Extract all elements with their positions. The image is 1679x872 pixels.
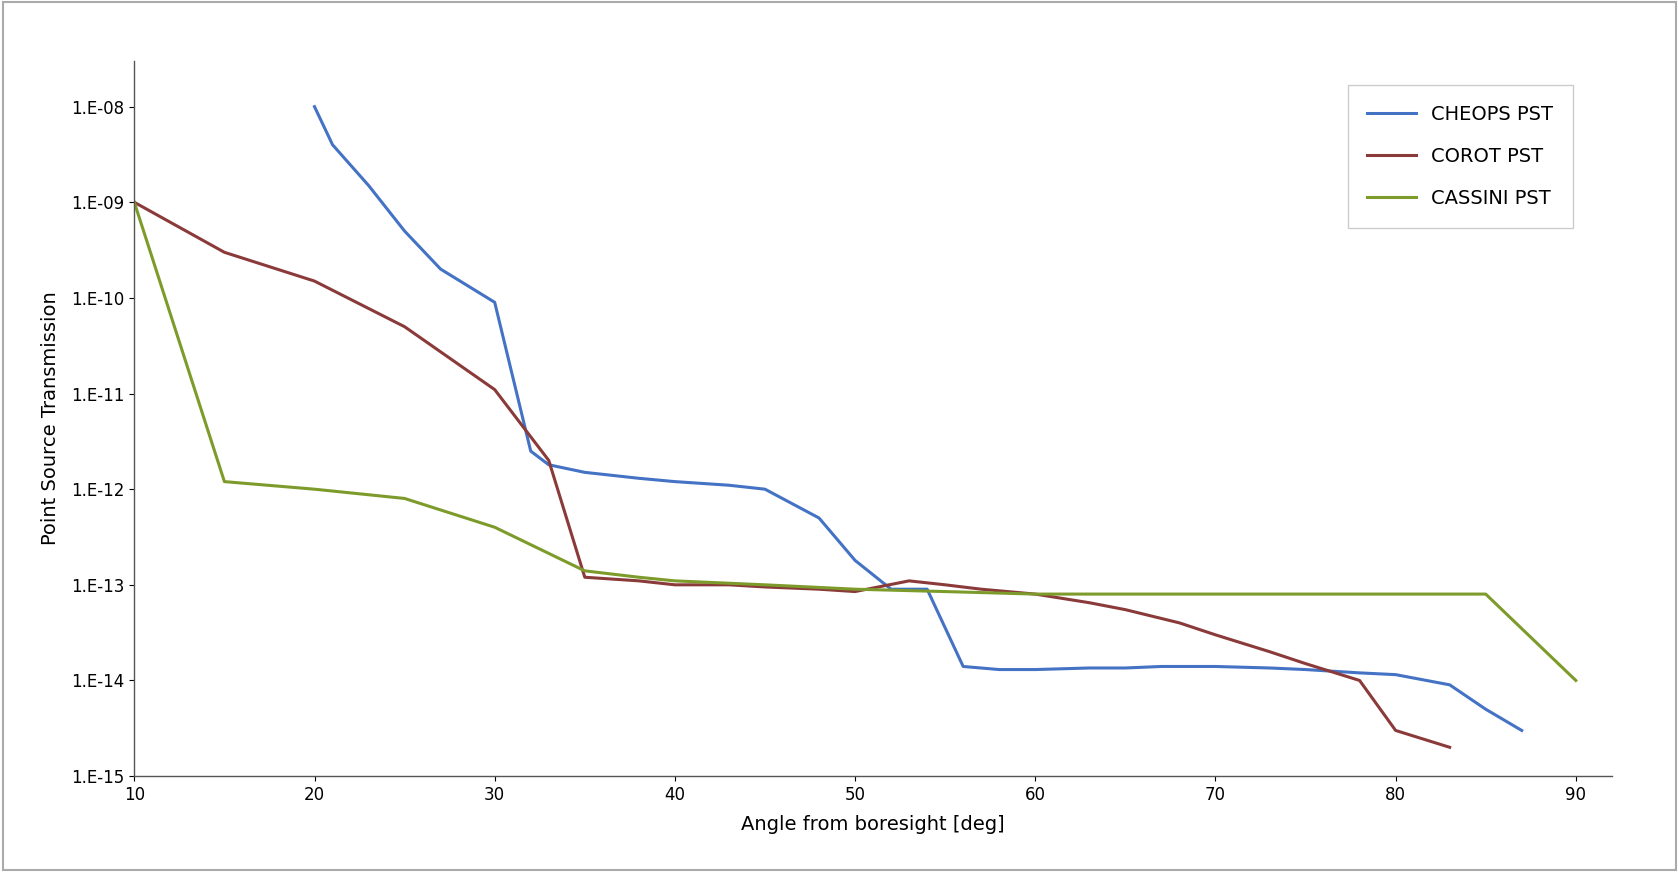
- CHEOPS PST: [881, 584, 902, 595]
- COROT PST: [1169, 617, 1189, 628]
- CHEOPS PST: [628, 473, 648, 484]
- COROT PST: [1259, 646, 1279, 657]
- CHEOPS PST: [430, 264, 450, 275]
- CHEOPS PST: [1476, 704, 1496, 714]
- COROT PST: [1350, 675, 1370, 685]
- CASSINI PST: [935, 586, 955, 596]
- CHEOPS PST: [1385, 670, 1405, 680]
- CHEOPS PST: [809, 513, 829, 523]
- CHEOPS PST: [1439, 679, 1459, 690]
- Line: CASSINI PST: CASSINI PST: [134, 202, 1577, 680]
- COROT PST: [1439, 742, 1459, 753]
- COROT PST: [395, 322, 415, 332]
- CHEOPS PST: [395, 226, 415, 236]
- COROT PST: [215, 247, 235, 257]
- COROT PST: [574, 572, 594, 582]
- CASSINI PST: [845, 584, 865, 595]
- CHEOPS PST: [954, 661, 974, 671]
- Y-axis label: Point Source Transmission: Point Source Transmission: [40, 292, 60, 545]
- CASSINI PST: [1385, 589, 1405, 599]
- CHEOPS PST: [756, 484, 776, 494]
- CHEOPS PST: [1296, 664, 1316, 675]
- CHEOPS PST: [539, 460, 559, 470]
- CASSINI PST: [124, 197, 144, 208]
- COROT PST: [898, 576, 918, 586]
- Line: COROT PST: COROT PST: [134, 202, 1449, 747]
- CHEOPS PST: [304, 101, 324, 112]
- CASSINI PST: [756, 580, 776, 590]
- COROT PST: [665, 580, 685, 590]
- COROT PST: [485, 385, 505, 395]
- CASSINI PST: [1476, 589, 1496, 599]
- COROT PST: [719, 580, 739, 590]
- COROT PST: [935, 580, 955, 590]
- CHEOPS PST: [1152, 661, 1172, 671]
- COROT PST: [845, 586, 865, 596]
- CASSINI PST: [1026, 589, 1046, 599]
- CHEOPS PST: [1026, 664, 1046, 675]
- CASSINI PST: [665, 576, 685, 586]
- Line: CHEOPS PST: CHEOPS PST: [314, 106, 1521, 731]
- COROT PST: [124, 197, 144, 208]
- CASSINI PST: [395, 494, 415, 504]
- CASSINI PST: [1115, 589, 1135, 599]
- COROT PST: [756, 582, 776, 592]
- CHEOPS PST: [1080, 663, 1100, 673]
- COROT PST: [628, 576, 648, 586]
- CASSINI PST: [1206, 589, 1226, 599]
- CASSINI PST: [1296, 589, 1316, 599]
- CHEOPS PST: [322, 140, 343, 150]
- COROT PST: [1296, 658, 1316, 669]
- CHEOPS PST: [359, 181, 379, 191]
- COROT PST: [1115, 604, 1135, 615]
- CHEOPS PST: [1350, 668, 1370, 678]
- CHEOPS PST: [485, 297, 505, 308]
- COROT PST: [1385, 726, 1405, 736]
- COROT PST: [1206, 630, 1226, 640]
- CHEOPS PST: [665, 476, 685, 487]
- CHEOPS PST: [989, 664, 1009, 675]
- COROT PST: [1080, 597, 1100, 608]
- COROT PST: [1026, 589, 1046, 599]
- CHEOPS PST: [574, 467, 594, 478]
- CHEOPS PST: [1206, 661, 1226, 671]
- CASSINI PST: [485, 522, 505, 533]
- CASSINI PST: [304, 484, 324, 494]
- CASSINI PST: [215, 476, 235, 487]
- COROT PST: [304, 276, 324, 286]
- COROT PST: [970, 584, 991, 595]
- CASSINI PST: [574, 566, 594, 576]
- CHEOPS PST: [917, 584, 937, 595]
- CHEOPS PST: [1259, 663, 1279, 673]
- X-axis label: Angle from boresight [deg]: Angle from boresight [deg]: [740, 815, 1006, 834]
- CHEOPS PST: [1511, 726, 1531, 736]
- CASSINI PST: [1567, 675, 1587, 685]
- CHEOPS PST: [1115, 663, 1135, 673]
- CASSINI PST: [628, 572, 648, 582]
- Legend: CHEOPS PST, COROT PST, CASSINI PST: CHEOPS PST, COROT PST, CASSINI PST: [1348, 85, 1573, 228]
- COROT PST: [539, 455, 559, 466]
- CHEOPS PST: [719, 480, 739, 490]
- CHEOPS PST: [520, 446, 541, 456]
- COROT PST: [809, 584, 829, 595]
- CHEOPS PST: [845, 555, 865, 566]
